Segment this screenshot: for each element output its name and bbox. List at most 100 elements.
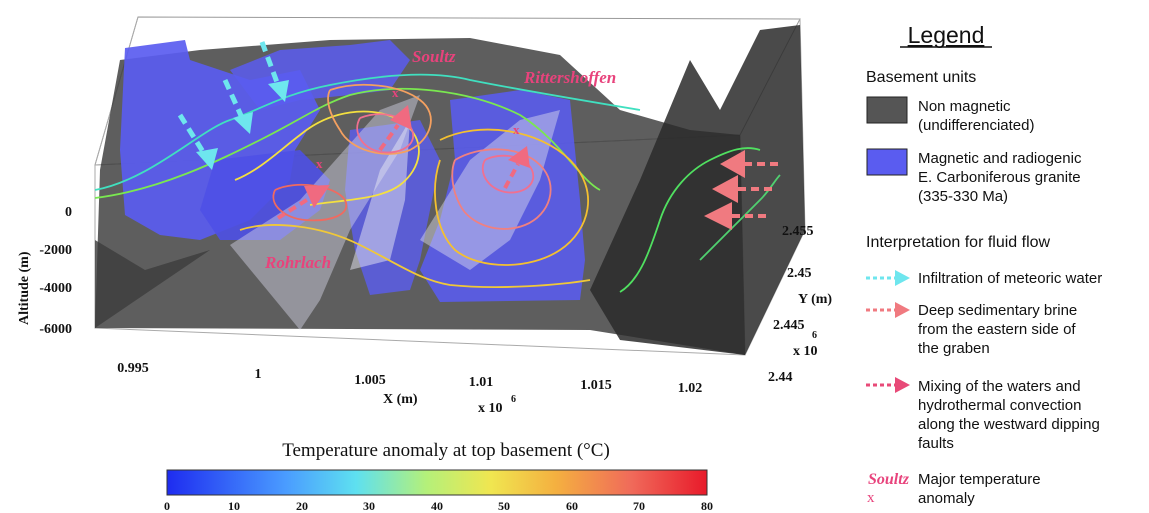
legend-anomaly-line2: anomaly: [918, 490, 975, 507]
legend-non-magnetic-line2: (undifferenciated): [918, 117, 1034, 134]
meteoric-arrowheads: [196, 80, 289, 170]
meteoric-water-arrows: [177, 41, 281, 157]
brine-arrowhead-3: [704, 202, 732, 230]
non-magnetic-basement-left-wedge: [95, 240, 210, 328]
altitude-tick: -2000: [39, 243, 72, 258]
isoline-orange-east: [451, 148, 552, 230]
colorbar-tick: 40: [431, 499, 443, 513]
colorbar-ticks: 0 10 20 30 40 50 60 70 80: [164, 499, 713, 513]
isoline-pink-ritt: [481, 154, 535, 194]
convection-arrow-soultz-shaft: [378, 123, 400, 152]
convection-arrows: [276, 105, 530, 220]
x-ticks: 0.995 1 1.005 1.01 1.015 1.02: [117, 361, 702, 396]
anomaly-marker-rohrlach: x: [316, 156, 323, 171]
legend-granite-line1: Magnetic and radiogenic: [918, 150, 1082, 167]
legend-granite-line3: (335-330 Ma): [918, 188, 1008, 205]
legend-brine-line2: from the eastern side of: [918, 321, 1076, 338]
legend-brine-line1: Deep sedimentary brine: [918, 302, 1077, 319]
meteoric-arrowhead-1: [196, 148, 218, 170]
y-tick: 2.45: [787, 266, 812, 281]
colorbar-title: Temperature anomaly at top basement (°C): [282, 440, 610, 461]
isoline-pink-rohrlach: [272, 183, 348, 222]
x-tick: 1: [255, 367, 262, 382]
colorbar-tick: 20: [296, 499, 308, 513]
anomaly-marker-ritt: x: [513, 122, 520, 137]
anomaly-marker-soultz: x: [392, 85, 399, 100]
x-tick: 0.995: [117, 361, 149, 376]
brine-arrows: [704, 150, 778, 230]
colorbar-tick: 80: [701, 499, 713, 513]
y-tick: 2.445: [773, 318, 805, 333]
isoline-green: [94, 88, 601, 199]
legend-basement-heading: Basement units: [866, 69, 976, 86]
isoline-yellow-2: [434, 128, 589, 266]
anomaly-markers: x x x: [316, 85, 520, 171]
isoline-orange: [327, 83, 432, 155]
site-label-rohrlach: Rohrlach: [264, 253, 331, 272]
isoline-pink-soultz: [356, 113, 415, 154]
convection-arrow-rohrlach-shaft: [276, 196, 312, 220]
legend-brine-arrowhead: [895, 302, 910, 318]
legend: Legend Basement units Non magnetic (undi…: [866, 22, 1102, 507]
colorbar-tick: 0: [164, 499, 170, 513]
altitude-tick: -6000: [39, 322, 72, 337]
isoline-green-east: [619, 147, 761, 293]
y-axis-label: Y (m): [798, 292, 832, 307]
isoline-yellow-3: [239, 224, 591, 288]
x-tick: 1.005: [354, 373, 386, 388]
colorbar-tick: 60: [566, 499, 578, 513]
legend-swatch-granite: [866, 148, 908, 176]
legend-swatch-non-magnetic: [866, 96, 908, 124]
model-3d: x x x Soultz Rittershoffen Rohrlach: [94, 16, 806, 356]
meteoric-arrowhead-2: [233, 112, 253, 134]
granite-body-south: [200, 150, 330, 240]
x-axis-label: X (m): [383, 392, 418, 407]
meteoric-arrow-2: [222, 78, 246, 122]
isoline-green-east-2: [699, 174, 781, 261]
legend-meteoric-text: Infiltration of meteoric water: [918, 270, 1102, 287]
colorbar: Temperature anomaly at top basement (°C)…: [164, 440, 713, 513]
temperature-isolines: [94, 73, 781, 293]
convection-arrow-ritt-shaft: [503, 163, 520, 189]
granite-body-east: [420, 90, 585, 302]
colorbar-gradient: [166, 469, 708, 496]
site-label-soultz: Soultz: [412, 47, 456, 66]
convection-arrowhead-ritt: [508, 146, 530, 168]
x-tick: 1.015: [580, 378, 612, 393]
legend-anomaly-line1: Major temperature: [918, 471, 1041, 488]
colorbar-tick: 10: [228, 499, 240, 513]
meteoric-arrowhead-3: [268, 80, 289, 102]
legend-anomaly-site: Soultz: [868, 471, 910, 488]
meteoric-arrow-3: [259, 41, 281, 86]
colorbar-tick: 30: [363, 499, 375, 513]
altitude-tick: -4000: [39, 281, 72, 296]
legend-granite-line2: E. Carboniferous granite: [918, 169, 1081, 186]
isoline-cyan: [94, 73, 641, 191]
axes: Altitude (m) 0 -2000 -4000 -6000 0.995 1…: [17, 205, 832, 416]
legend-title: Legend: [908, 22, 985, 48]
x-tick: 1.01: [469, 375, 494, 390]
legend-mixing-line4: faults: [918, 435, 954, 452]
x-axis-exponent: x 10: [478, 401, 503, 416]
fault-plane-1: [230, 95, 420, 330]
y-axis-exponent-power: 6: [812, 330, 817, 341]
legend-non-magnetic-line1: Non magnetic: [918, 98, 1011, 115]
x-axis-exponent-power: 6: [511, 394, 516, 405]
brine-arrowhead-1: [720, 150, 745, 178]
legend-anomaly-marker: x: [867, 490, 875, 506]
legend-mixing-line1: Mixing of the waters and: [918, 378, 1081, 395]
convection-arrowhead-rohrlach: [304, 185, 330, 208]
colorbar-tick: 70: [633, 499, 645, 513]
legend-mixing-arrowhead: [895, 377, 910, 393]
y-axis-exponent: x 10: [793, 344, 818, 359]
colorbar-tick: 50: [498, 499, 510, 513]
legend-brine-line3: the graben: [918, 340, 990, 357]
altitude-axis-label: Altitude (m): [17, 251, 32, 325]
y-tick: 2.455: [782, 224, 814, 239]
legend-fluid-heading: Interpretation for fluid flow: [866, 234, 1051, 251]
meteoric-arrow-1: [177, 113, 208, 157]
legend-meteoric-arrowhead: [895, 270, 910, 286]
x-tick: 1.02: [678, 381, 703, 396]
altitude-ticks: 0 -2000 -4000 -6000: [39, 205, 72, 337]
